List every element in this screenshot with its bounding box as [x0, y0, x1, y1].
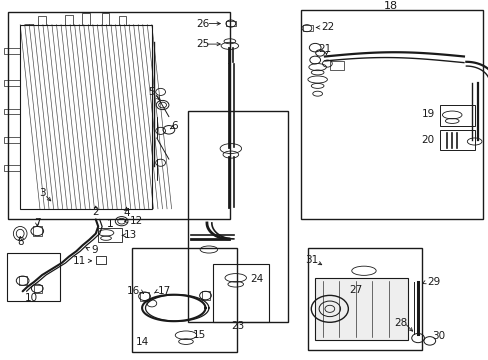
Text: 25: 25: [196, 39, 209, 49]
Bar: [300, 10, 483, 219]
Text: 5: 5: [148, 86, 155, 96]
Text: 4: 4: [123, 208, 129, 219]
Text: 27: 27: [348, 285, 362, 295]
Bar: [96, 256, 105, 264]
Bar: [439, 105, 474, 126]
Text: 13: 13: [124, 230, 137, 240]
Bar: [6, 253, 60, 301]
Text: 10: 10: [24, 293, 38, 303]
Text: 19: 19: [421, 109, 434, 119]
Text: 22: 22: [321, 22, 334, 32]
Bar: [439, 130, 474, 150]
Bar: [188, 111, 288, 322]
Text: 8: 8: [17, 237, 23, 247]
Bar: [140, 292, 149, 301]
Bar: [65, 15, 73, 27]
Text: 24: 24: [250, 274, 263, 284]
Text: 7: 7: [34, 218, 41, 228]
Bar: [4, 137, 21, 143]
Bar: [38, 17, 46, 29]
Text: 11: 11: [73, 256, 86, 266]
Bar: [119, 17, 126, 29]
Text: 17: 17: [158, 286, 171, 296]
Bar: [20, 24, 152, 209]
Text: 30: 30: [431, 331, 445, 341]
Bar: [315, 278, 407, 340]
Text: 20: 20: [421, 135, 434, 145]
Text: 9: 9: [91, 245, 97, 255]
Bar: [25, 23, 33, 36]
Bar: [329, 61, 344, 69]
Bar: [19, 276, 27, 285]
Text: 6: 6: [171, 121, 178, 131]
Text: 3: 3: [39, 188, 45, 198]
Text: 29: 29: [427, 277, 440, 287]
Bar: [8, 12, 229, 219]
Text: 23: 23: [231, 321, 244, 331]
Text: 1: 1: [107, 219, 114, 229]
Bar: [303, 25, 312, 31]
Bar: [4, 80, 21, 86]
Bar: [4, 109, 21, 114]
Bar: [202, 291, 209, 300]
Text: 14: 14: [136, 337, 149, 347]
Text: 28: 28: [393, 318, 407, 328]
Text: 16: 16: [126, 286, 140, 296]
Bar: [49, 204, 58, 208]
Bar: [4, 48, 21, 54]
Text: 2: 2: [92, 207, 99, 217]
Bar: [102, 13, 109, 26]
Bar: [212, 264, 268, 322]
Text: 15: 15: [193, 330, 206, 340]
Text: 12: 12: [130, 216, 143, 226]
Text: 31: 31: [304, 255, 317, 265]
Bar: [34, 285, 41, 293]
Bar: [4, 165, 21, 171]
Bar: [82, 13, 90, 26]
Bar: [132, 248, 237, 352]
Text: 26: 26: [196, 19, 209, 28]
Text: 21: 21: [318, 44, 331, 54]
Text: 1: 1: [107, 219, 114, 229]
Bar: [33, 226, 41, 236]
Text: 18: 18: [383, 1, 397, 11]
Bar: [225, 21, 235, 26]
Bar: [307, 248, 422, 350]
Bar: [98, 228, 122, 242]
